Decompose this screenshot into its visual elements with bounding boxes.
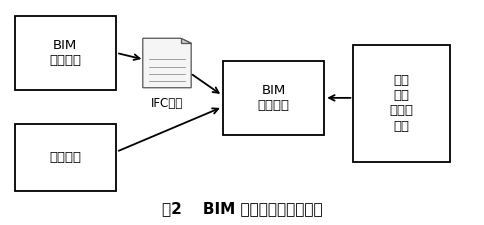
Polygon shape [143,38,191,88]
Polygon shape [181,38,191,43]
Bar [15,124,116,191]
Text: 资源
成本
等施工
信息: 资源 成本 等施工 信息 [390,74,414,133]
Text: BIM
施工模型: BIM 施工模型 [257,84,289,112]
Text: 进度计划: 进度计划 [49,151,81,164]
Bar [353,45,450,162]
Bar [223,61,324,135]
Text: 图2    BIM 施工模型的建模方法: 图2 BIM 施工模型的建模方法 [162,201,322,216]
Text: IFC文件: IFC文件 [151,97,183,110]
Text: BIM
设计模型: BIM 设计模型 [49,39,81,67]
Bar [15,16,116,90]
